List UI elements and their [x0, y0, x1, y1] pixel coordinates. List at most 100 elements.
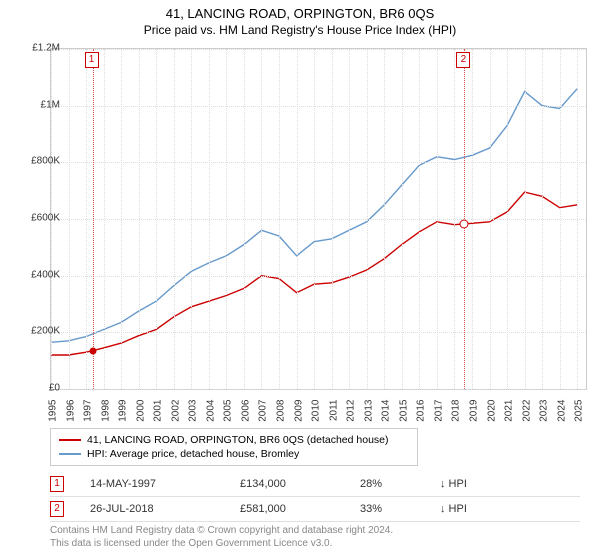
sales-table: 1 14-MAY-1997£134,00028% ↓ HPI226-JUL-2018… — [50, 472, 580, 522]
sale-pct: 33% — [360, 503, 440, 515]
x-axis-label: 2015 — [398, 400, 409, 430]
gridline-v — [332, 49, 333, 389]
gridline-v — [507, 49, 508, 389]
x-axis-label: 2005 — [223, 400, 234, 430]
table-row: 114-MAY-1997£134,00028%↓ HPI — [50, 472, 580, 497]
legend-box: 41, LANCING ROAD, ORPINGTON, BR6 0QS (de… — [50, 428, 418, 466]
gridline-v — [419, 49, 420, 389]
gridline-v — [577, 49, 578, 389]
legend-swatch-1 — [59, 439, 81, 441]
x-axis-label: 2000 — [135, 400, 146, 430]
chart-container: 41, LANCING ROAD, ORPINGTON, BR6 0QS Pri… — [0, 0, 600, 560]
y-axis-label: £200K — [12, 326, 60, 337]
gridline-v — [86, 49, 87, 389]
chart-title: 41, LANCING ROAD, ORPINGTON, BR6 0QS — [0, 0, 600, 21]
gridline-v — [525, 49, 526, 389]
gridline-v — [279, 49, 280, 389]
x-axis-label: 2014 — [381, 400, 392, 430]
x-axis-label: 2025 — [574, 400, 585, 430]
gridline-h — [51, 49, 586, 50]
x-axis-label: 1996 — [65, 400, 76, 430]
y-axis-label: £600K — [12, 213, 60, 224]
gridline-v — [191, 49, 192, 389]
chart-subtitle: Price paid vs. HM Land Registry's House … — [0, 21, 600, 37]
gridline-v — [104, 49, 105, 389]
marker-box-2: 2 — [456, 52, 470, 68]
gridline-v — [139, 49, 140, 389]
gridline-v — [437, 49, 438, 389]
x-axis-label: 2018 — [451, 400, 462, 430]
x-axis-label: 1998 — [100, 400, 111, 430]
plot-area — [50, 48, 587, 390]
x-axis-label: 2006 — [240, 400, 251, 430]
gridline-v — [454, 49, 455, 389]
gridline-h — [51, 276, 586, 277]
marker-point-2 — [460, 220, 469, 229]
gridline-v — [69, 49, 70, 389]
legend-label: 41, LANCING ROAD, ORPINGTON, BR6 0QS (de… — [87, 434, 389, 446]
x-axis-label: 2024 — [556, 400, 567, 430]
gridline-v — [174, 49, 175, 389]
x-axis-label: 2023 — [539, 400, 550, 430]
sale-vs: ↓ HPI — [440, 503, 580, 515]
gridline-v — [121, 49, 122, 389]
x-axis-label: 2010 — [311, 400, 322, 430]
footer-line1: Contains HM Land Registry data © Crown c… — [50, 524, 393, 537]
x-axis-label: 2007 — [258, 400, 269, 430]
x-axis-label: 2020 — [486, 400, 497, 430]
x-axis-label: 2022 — [521, 400, 532, 430]
table-row: 226-JUL-2018£581,00033%↓ HPI — [50, 497, 580, 522]
gridline-v — [472, 49, 473, 389]
gridline-v — [560, 49, 561, 389]
y-axis-label: £400K — [12, 269, 60, 280]
x-axis-label: 2017 — [433, 400, 444, 430]
sale-price: £134,000 — [240, 478, 360, 490]
x-axis-label: 1995 — [48, 400, 59, 430]
x-axis-label: 2002 — [170, 400, 181, 430]
gridline-v — [297, 49, 298, 389]
y-axis-label: £1M — [12, 99, 60, 110]
gridline-v — [156, 49, 157, 389]
legend-swatch-2 — [59, 453, 81, 455]
footer-text: Contains HM Land Registry data © Crown c… — [50, 524, 393, 550]
marker-box-1: 1 — [85, 52, 99, 68]
legend-row: 41, LANCING ROAD, ORPINGTON, BR6 0QS (de… — [59, 433, 409, 447]
y-axis-label: £1.2M — [12, 43, 60, 54]
x-axis-label: 1999 — [118, 400, 129, 430]
gridline-h — [51, 219, 586, 220]
sale-price: £581,000 — [240, 503, 360, 515]
sale-date: 14-MAY-1997 — [90, 478, 240, 490]
marker-vline — [93, 49, 94, 389]
x-axis-label: 2004 — [205, 400, 216, 430]
gridline-v — [542, 49, 543, 389]
gridline-v — [261, 49, 262, 389]
gridline-h — [51, 162, 586, 163]
gridline-h — [51, 106, 586, 107]
y-axis-label: £800K — [12, 156, 60, 167]
x-axis-label: 2013 — [363, 400, 374, 430]
x-axis-label: 2008 — [276, 400, 287, 430]
x-axis-label: 2003 — [188, 400, 199, 430]
x-axis-label: 2009 — [293, 400, 304, 430]
table-marker-2: 2 — [50, 501, 64, 517]
gridline-v — [402, 49, 403, 389]
gridline-v — [490, 49, 491, 389]
x-axis-label: 2016 — [416, 400, 427, 430]
gridline-h — [51, 389, 586, 390]
gridline-v — [209, 49, 210, 389]
legend-label: HPI: Average price, detached house, Brom… — [87, 448, 299, 460]
x-axis-label: 2012 — [346, 400, 357, 430]
gridline-v — [367, 49, 368, 389]
y-axis-label: £0 — [12, 383, 60, 394]
sale-pct: 28% — [360, 478, 440, 490]
x-axis-label: 2001 — [153, 400, 164, 430]
x-axis-label: 2011 — [328, 400, 339, 430]
x-axis-label: 2019 — [468, 400, 479, 430]
x-axis-label: 1997 — [83, 400, 94, 430]
table-marker-1: 1 — [50, 476, 64, 492]
gridline-v — [349, 49, 350, 389]
legend-row: HPI: Average price, detached house, Brom… — [59, 447, 409, 461]
marker-point-1 — [89, 348, 96, 355]
footer-line2: This data is licensed under the Open Gov… — [50, 537, 393, 550]
gridline-v — [244, 49, 245, 389]
